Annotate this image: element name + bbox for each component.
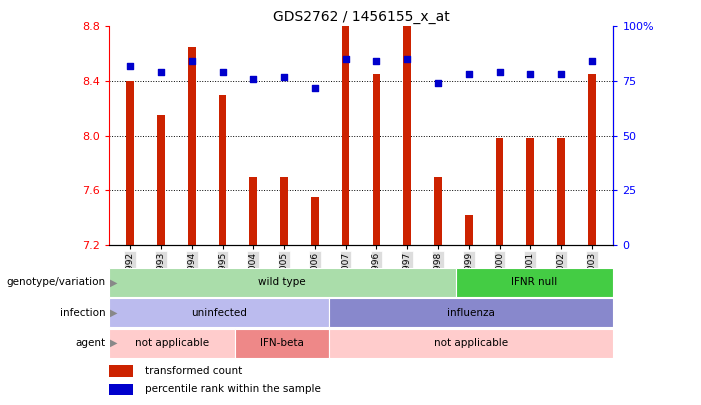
Text: IFN-beta: IFN-beta xyxy=(260,338,304,348)
Point xyxy=(463,71,475,78)
Text: transformed count: transformed count xyxy=(145,366,243,376)
Bar xyxy=(280,177,288,245)
Point xyxy=(247,76,259,82)
Point xyxy=(217,69,228,75)
Bar xyxy=(109,298,329,327)
Bar xyxy=(456,268,613,297)
Bar xyxy=(496,139,503,245)
Bar xyxy=(126,81,134,245)
Text: ▶: ▶ xyxy=(110,338,118,348)
Text: not applicable: not applicable xyxy=(435,338,508,348)
Bar xyxy=(557,139,565,245)
Bar xyxy=(188,47,196,245)
Bar xyxy=(465,215,472,245)
Text: agent: agent xyxy=(75,338,105,348)
Point xyxy=(309,84,320,91)
Text: influenza: influenza xyxy=(447,308,496,318)
Title: GDS2762 / 1456155_x_at: GDS2762 / 1456155_x_at xyxy=(273,10,449,24)
Bar xyxy=(588,74,596,245)
Text: ▶: ▶ xyxy=(110,308,118,318)
Text: not applicable: not applicable xyxy=(135,338,209,348)
Text: ▶: ▶ xyxy=(110,277,118,288)
Bar xyxy=(109,268,456,297)
Bar xyxy=(329,298,613,327)
Point xyxy=(433,80,444,86)
Point xyxy=(278,73,290,80)
Bar xyxy=(219,95,226,245)
Bar xyxy=(157,115,165,245)
Bar xyxy=(372,74,380,245)
Point xyxy=(186,58,198,64)
Point xyxy=(340,56,351,62)
Bar xyxy=(342,26,350,245)
Text: genotype/variation: genotype/variation xyxy=(6,277,105,288)
Bar xyxy=(403,26,411,245)
Bar xyxy=(109,365,133,377)
Bar xyxy=(235,329,329,358)
Bar xyxy=(250,177,257,245)
Point xyxy=(555,71,566,78)
Point xyxy=(371,58,382,64)
Text: IFNR null: IFNR null xyxy=(512,277,557,288)
Point xyxy=(494,69,505,75)
Text: infection: infection xyxy=(60,308,105,318)
Bar xyxy=(526,139,534,245)
Bar xyxy=(329,329,613,358)
Text: wild type: wild type xyxy=(259,277,306,288)
Bar xyxy=(434,177,442,245)
Point xyxy=(125,62,136,69)
Point xyxy=(524,71,536,78)
Text: uninfected: uninfected xyxy=(191,308,247,318)
Bar xyxy=(109,384,133,395)
Point xyxy=(156,69,167,75)
Point xyxy=(402,56,413,62)
Text: percentile rank within the sample: percentile rank within the sample xyxy=(145,384,321,394)
Point xyxy=(586,58,597,64)
Bar xyxy=(311,197,319,245)
Bar xyxy=(109,329,235,358)
